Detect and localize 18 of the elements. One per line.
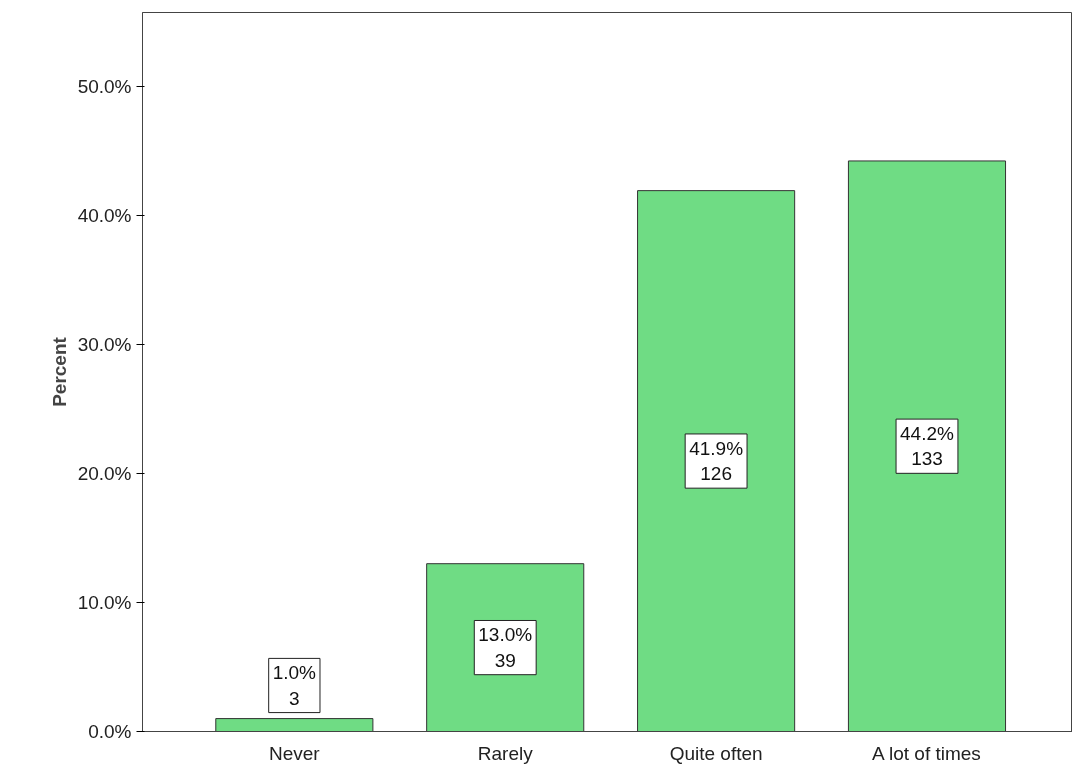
data-label: 44.2% 133 — [900, 423, 955, 470]
y-tick-label: 10.0% — [77, 591, 132, 613]
data-label: 1.0% 3 — [272, 662, 317, 709]
x-tick-label: Quite often — [669, 742, 763, 764]
data-label: 41.9% 126 — [689, 437, 744, 485]
y-tick-label: 0.0% — [88, 721, 132, 742]
x-tick-label: A lot of times — [872, 742, 981, 764]
y-tick-label: 30.0% — [77, 333, 132, 355]
y-tick-label: 50.0% — [77, 75, 132, 97]
y-tick-label: 20.0% — [77, 462, 132, 484]
y-tick-label: 40.0% — [77, 204, 132, 226]
y-axis-title: Percent — [48, 336, 70, 407]
data-label: 13.0% 39 — [478, 624, 533, 671]
x-tick-label: Never — [269, 742, 321, 764]
bar — [847, 160, 1007, 732]
x-tick-label: Rarely — [477, 742, 534, 764]
bar — [637, 190, 796, 732]
bar — [215, 718, 374, 732]
